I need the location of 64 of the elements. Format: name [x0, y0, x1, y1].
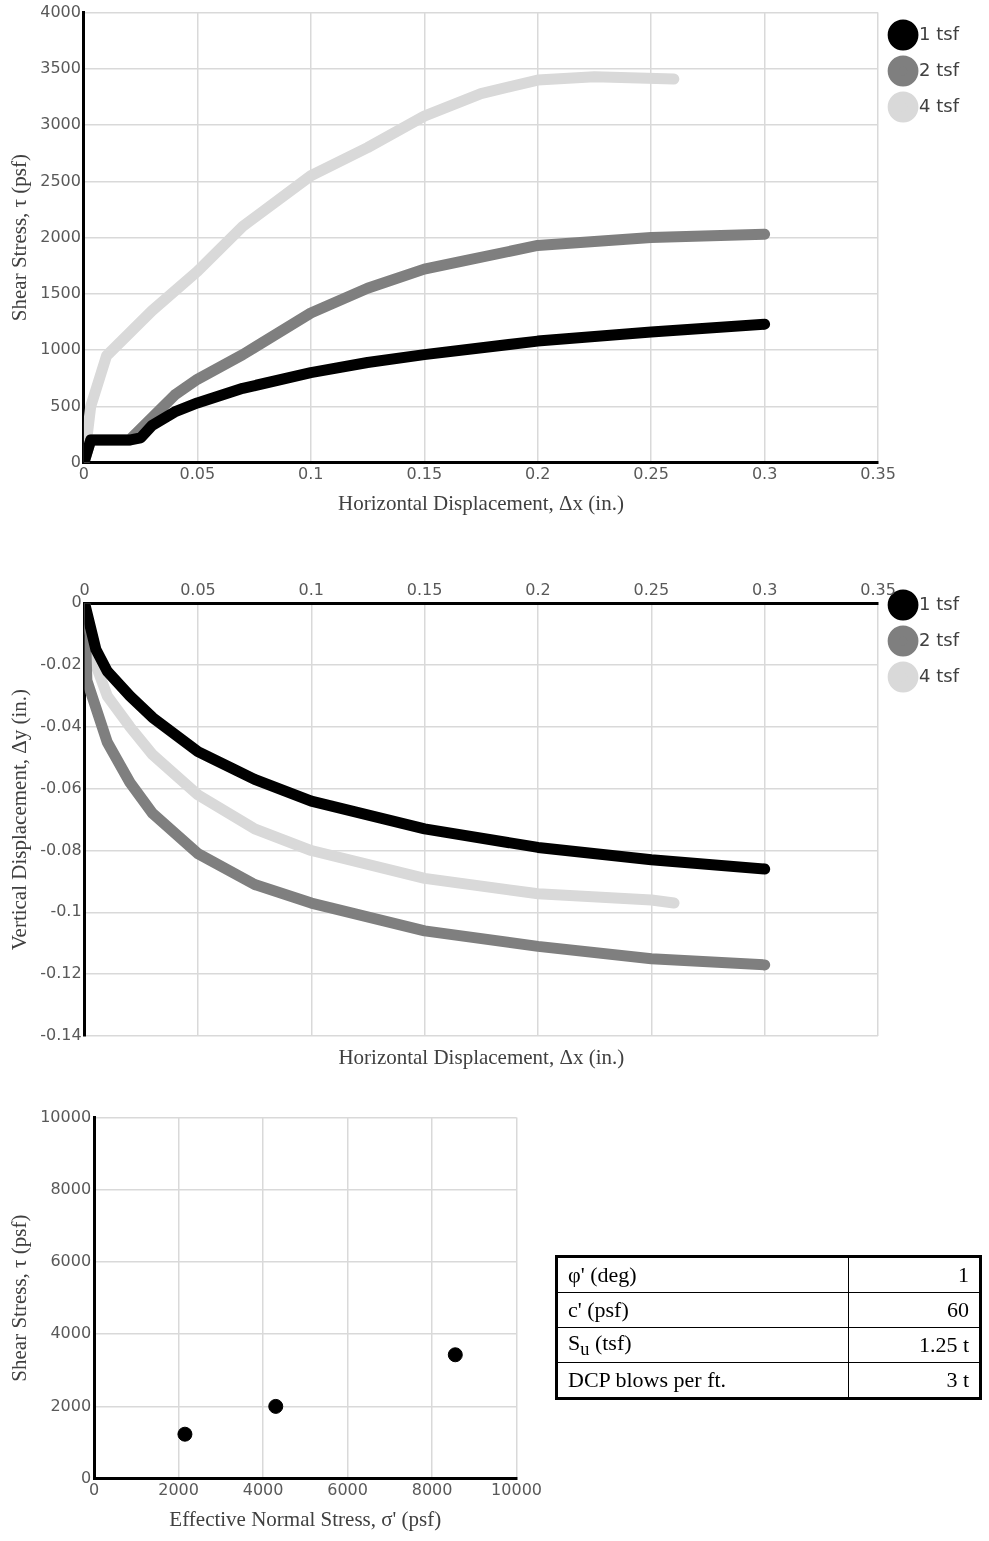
y-tick-label: -0.12	[40, 963, 82, 983]
legend-label: 2 tsf	[919, 58, 960, 80]
y-tick-label: 500	[50, 395, 81, 415]
legend-label: 4 tsf	[919, 94, 960, 116]
y-tick-label: -0.06	[40, 777, 82, 797]
y-axis-title: Shear Stress, τ (psf)	[7, 1214, 32, 1382]
x-axis-title: Horizontal Displacement, Δx (in.)	[338, 490, 624, 515]
y-tick-label: -0.04	[40, 716, 82, 736]
text: DCP blows per ft.	[556, 1362, 849, 1399]
x-tick-label: 0.1	[298, 464, 324, 484]
x-tick-label: 0.35	[860, 579, 896, 599]
y-axis-title: Shear Stress, τ (psf)	[7, 154, 32, 322]
point	[177, 1426, 193, 1442]
point	[268, 1398, 284, 1414]
x-tick-label: 2000	[158, 1480, 199, 1500]
text: S$_{u}$ (tsf)	[556, 1327, 849, 1363]
y-tick-label: 2500	[40, 170, 81, 190]
y-tick-label: 8000	[50, 1178, 92, 1198]
x-tick-label: 0.05	[179, 464, 216, 484]
y-tick-label: 10000	[40, 1106, 92, 1126]
y-tick-label: 6000	[50, 1251, 92, 1271]
x-tick-label: 0.1	[298, 579, 325, 599]
legend-label: 2 tsf	[919, 628, 960, 650]
x-tick-label: 0.15	[406, 579, 443, 599]
x-tick-label: 0.25	[633, 579, 670, 599]
x-tick-label: 0.3	[751, 464, 778, 484]
x-tick-label: 0.3	[751, 579, 778, 599]
legend-label: 4 tsf	[919, 664, 960, 686]
text: 3 t	[848, 1362, 981, 1399]
y-tick-label: 2000	[50, 1395, 92, 1415]
x-tick-label: 0.25	[633, 464, 669, 484]
legend-label: 1 tsf	[919, 22, 960, 44]
x-tick-label: 6000	[327, 1480, 368, 1500]
x-tick-label: 0.35	[860, 464, 896, 484]
point	[447, 1347, 463, 1363]
text: 60	[848, 1292, 981, 1328]
x-tick-label: 0.05	[180, 579, 216, 599]
y-tick-label: 1500	[40, 283, 81, 303]
y-tick-label: 0	[70, 451, 81, 471]
x-tick-label: 0.2	[524, 464, 551, 484]
y-axis-title: Vertical Displacement, Δy (in.)	[7, 688, 32, 951]
y-tick-label: 1000	[40, 339, 81, 359]
x-axis-title: Effective Normal Stress, σ' (psf)	[169, 1506, 442, 1531]
text: φ' (deg)	[556, 1256, 849, 1293]
text: c' (psf)	[556, 1292, 849, 1328]
x-tick-label: 4000	[242, 1480, 284, 1500]
y-tick-label: 3000	[40, 114, 81, 134]
text: 1.25 t	[848, 1327, 981, 1363]
x-tick-label: 0.2	[525, 579, 551, 599]
x-tick-label: 8000	[411, 1480, 453, 1500]
x-tick-label: 10000	[491, 1480, 542, 1500]
y-tick-label: 4000	[50, 1323, 92, 1343]
x-tick-label: 0.15	[406, 464, 443, 484]
y-tick-label: 0	[71, 592, 82, 612]
y-tick-label: -0.02	[40, 654, 82, 674]
y-tick-label: 2000	[40, 226, 81, 246]
y-tick-label: 4000	[40, 1, 81, 21]
text: 1	[848, 1256, 981, 1293]
x-axis-title: Horizontal Displacement, Δx (in.)	[338, 1045, 625, 1070]
y-tick-label: -0.1	[50, 901, 82, 921]
y-tick-label: -0.14	[40, 1025, 82, 1045]
y-tick-label: 3500	[40, 58, 81, 78]
y-tick-label: -0.08	[40, 839, 82, 859]
legend-label: 1 tsf	[919, 592, 960, 614]
